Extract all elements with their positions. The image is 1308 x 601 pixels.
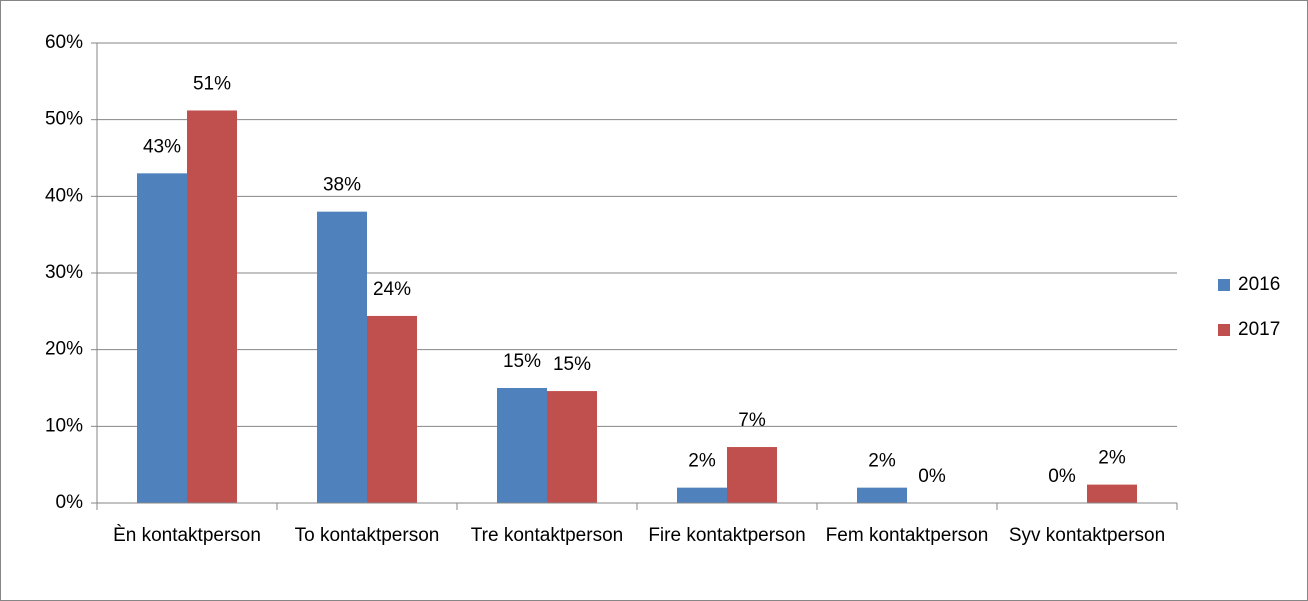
y-tick-label: 20% bbox=[45, 339, 83, 360]
legend-swatch bbox=[1218, 279, 1230, 291]
data-label: 15% bbox=[553, 354, 591, 375]
bar bbox=[677, 487, 727, 503]
bar bbox=[137, 173, 187, 504]
bar bbox=[497, 388, 547, 503]
data-label: 24% bbox=[373, 279, 411, 300]
data-label: 2% bbox=[868, 451, 896, 472]
data-label: 2% bbox=[688, 451, 716, 472]
y-tick-label: 60% bbox=[45, 32, 83, 53]
data-label: 43% bbox=[143, 136, 181, 157]
data-label: 0% bbox=[918, 466, 946, 487]
legend-label: 2017 bbox=[1238, 319, 1280, 340]
legend-swatch bbox=[1218, 324, 1230, 336]
bar bbox=[367, 315, 417, 503]
y-tick-label: 50% bbox=[45, 109, 83, 130]
data-label: 38% bbox=[323, 175, 361, 196]
x-tick-label: Fire kontaktperson bbox=[648, 525, 806, 546]
bar bbox=[727, 447, 777, 503]
x-tick-label: Tre kontaktperson bbox=[470, 525, 624, 546]
x-tick-label: Èn kontaktperson bbox=[113, 525, 261, 546]
data-label: 0% bbox=[1048, 466, 1076, 487]
data-label: 7% bbox=[738, 410, 766, 431]
data-label: 51% bbox=[193, 73, 231, 94]
bar bbox=[547, 391, 597, 503]
legend-label: 2016 bbox=[1238, 274, 1280, 295]
x-tick-label: Syv kontaktperson bbox=[1008, 525, 1166, 546]
bar bbox=[1087, 484, 1137, 503]
x-tick-label: To kontaktperson bbox=[294, 525, 440, 546]
x-tick-label: Fem kontaktperson bbox=[825, 525, 989, 546]
y-tick-label: 0% bbox=[56, 492, 84, 513]
bar bbox=[857, 487, 907, 503]
bar bbox=[317, 211, 367, 503]
bar bbox=[187, 110, 237, 503]
y-tick-label: 10% bbox=[45, 415, 83, 436]
y-tick-label: 40% bbox=[45, 185, 83, 206]
data-label: 2% bbox=[1098, 448, 1126, 469]
data-label: 15% bbox=[503, 351, 541, 372]
y-tick-label: 30% bbox=[45, 262, 83, 283]
